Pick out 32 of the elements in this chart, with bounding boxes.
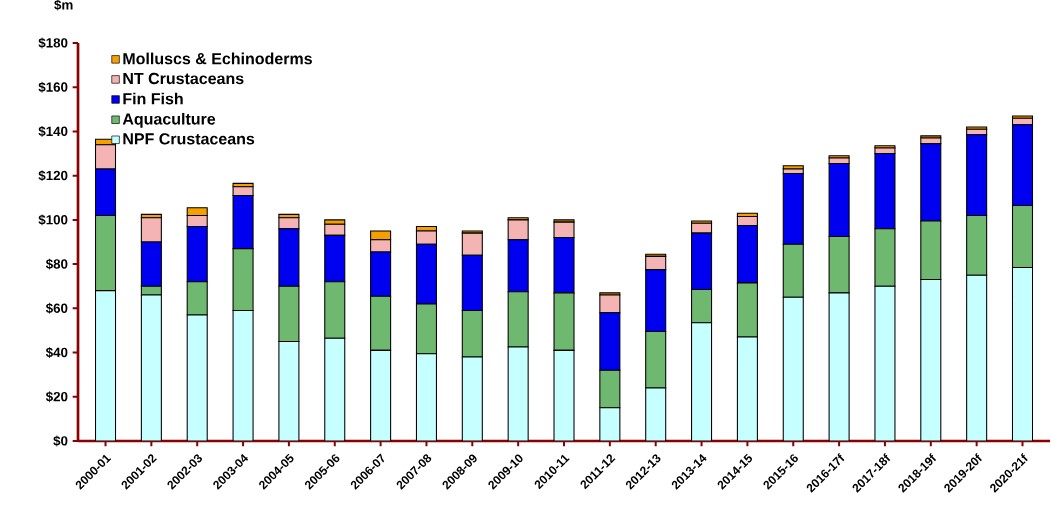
legend-label: Aquaculture	[122, 112, 216, 128]
bar	[736, 336, 758, 441]
bar	[186, 314, 208, 441]
legend-label: NT Crustaceans	[123, 72, 244, 85]
y-tick-label: $100	[38, 214, 68, 226]
y-axis-title: $m	[54, 0, 73, 11]
y-tick-label: $140	[38, 125, 68, 137]
bar	[691, 322, 713, 441]
bar	[324, 337, 346, 441]
bar	[415, 353, 437, 441]
bar	[507, 346, 529, 441]
legend-label: Fin Fish	[123, 92, 183, 105]
y-tick-label: $0	[53, 435, 68, 447]
bar	[782, 296, 804, 441]
bar	[645, 387, 667, 441]
bar	[140, 294, 162, 441]
bar	[966, 274, 988, 441]
bar	[94, 290, 117, 441]
y-tick-label: $60	[45, 302, 68, 314]
y-tick-label: $20	[45, 391, 68, 403]
bar	[461, 356, 483, 441]
y-tick-label: $40	[45, 347, 68, 358]
legend-label: NPF Crustaceans	[123, 133, 255, 145]
legend-label: Molluscs & Echinoderms	[123, 52, 312, 65]
bar	[920, 279, 942, 441]
y-tick-label: $120	[38, 170, 68, 182]
y-tick-label: $180	[38, 37, 68, 49]
bar	[1011, 266, 1034, 441]
y-tick-label: $80	[45, 258, 68, 270]
bar	[966, 126, 988, 130]
y-tick-label: $160	[38, 81, 68, 93]
bar	[370, 349, 392, 441]
